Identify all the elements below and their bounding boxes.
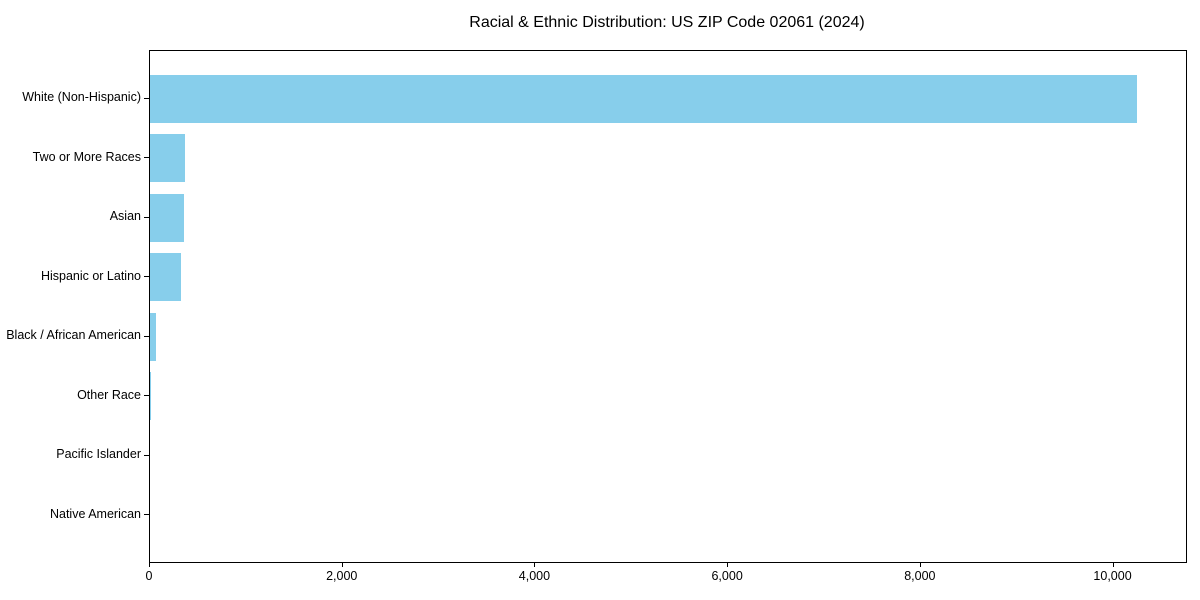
y-tick-label-two-or-more-races: Two or More Races (32, 149, 141, 164)
bar-black-african-american (150, 312, 156, 361)
bar-asian (150, 193, 185, 242)
bar-white-non-hispanic (150, 74, 1137, 123)
y-tick-mark (144, 276, 149, 277)
x-tick-mark (1112, 562, 1114, 567)
y-tick-label-other-race: Other Race (77, 387, 141, 402)
y-tick-mark (144, 216, 149, 218)
y-tick-label-native-american: Native American (49, 506, 141, 521)
x-tick-label-10000: 10,000 (1093, 569, 1132, 583)
x-tick-mark (149, 562, 150, 567)
y-tick-mark (144, 335, 149, 337)
bar-two-or-more-races (150, 134, 186, 182)
x-tick-label-6000: 6,000 (711, 569, 743, 583)
y-tick-mark (144, 514, 149, 515)
x-tick-label-2000: 2,000 (326, 569, 358, 583)
y-tick-mark (144, 395, 149, 396)
bar-hispanic-or-latino (150, 253, 181, 301)
x-tick-label-0: 0 (145, 569, 153, 583)
y-tick-mark (144, 97, 149, 99)
bar-other-race (150, 372, 151, 420)
x-tick-mark (341, 562, 343, 567)
y-tick-label-pacific-islander: Pacific Islander (56, 447, 141, 461)
y-tick-label-asian: Asian (109, 209, 141, 223)
x-tick-label-4000: 4,000 (518, 569, 551, 583)
y-tick-mark (144, 157, 149, 158)
y-tick-label-hispanic-or-latino: Hispanic or Latino (40, 268, 141, 283)
chart-title: Racial & Ethnic Distribution: US ZIP Cod… (469, 14, 865, 31)
y-tick-mark (144, 454, 149, 456)
x-tick-label-8000: 8,000 (904, 569, 936, 583)
y-tick-label-black-african-american: Black / African American (6, 328, 141, 342)
x-tick-mark (919, 562, 921, 567)
y-tick-label-white-non-hispanic: White (Non-Hispanic) (22, 90, 141, 104)
x-tick-mark (534, 562, 536, 567)
x-tick-mark (727, 562, 729, 567)
plot-area (149, 50, 1187, 563)
